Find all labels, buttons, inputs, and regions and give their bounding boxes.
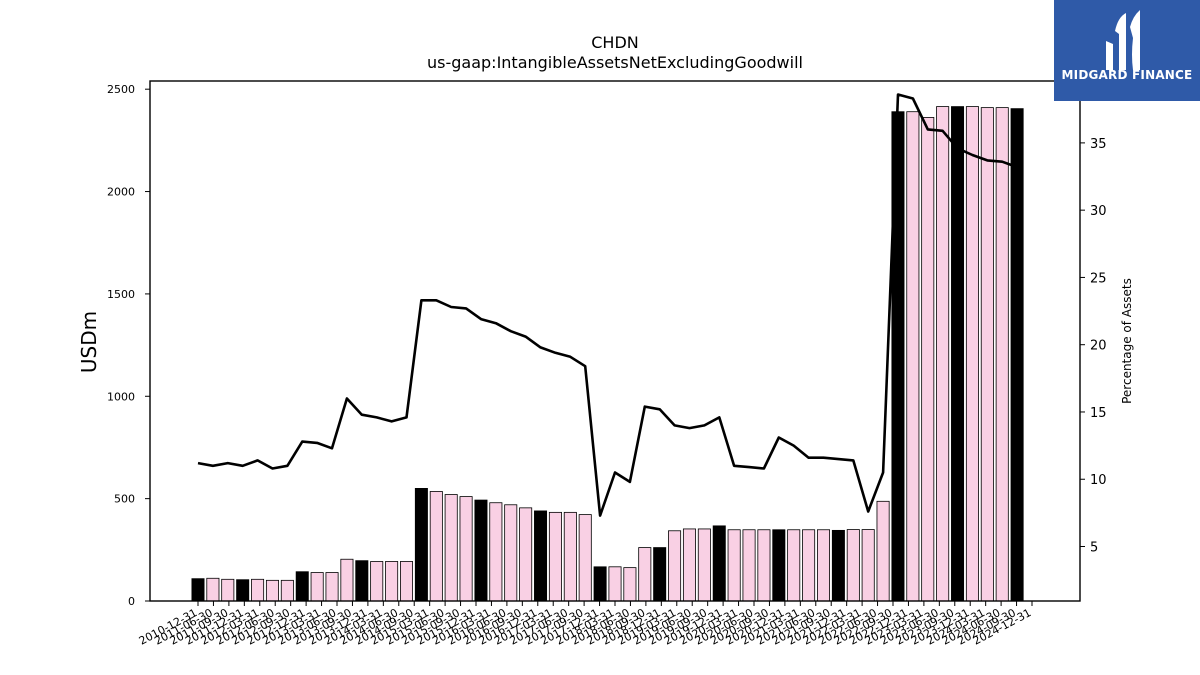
- bar: [787, 529, 801, 602]
- bar: [951, 106, 965, 602]
- bar: [802, 529, 816, 602]
- bar: [936, 106, 950, 602]
- bar: [370, 561, 384, 602]
- bar: [906, 111, 920, 602]
- bar: [772, 529, 786, 602]
- bar: [682, 528, 696, 602]
- bar: [668, 530, 682, 602]
- bar: [623, 567, 637, 602]
- bar: [861, 529, 875, 602]
- bar: [310, 572, 324, 602]
- y2-tick-label: 5: [1090, 541, 1098, 556]
- y2-tick-label: 25: [1090, 271, 1107, 286]
- bar: [280, 579, 294, 602]
- bar: [265, 579, 279, 602]
- bar: [638, 547, 652, 602]
- y2-axis-label: Percentage of Assets: [1120, 278, 1134, 404]
- y2-tick-label: 30: [1090, 204, 1107, 219]
- bar: [325, 572, 339, 602]
- bar: [817, 529, 831, 602]
- bar: [608, 566, 622, 602]
- brand-logo: MIDGARD FINANCE: [1054, 0, 1200, 101]
- bar: [340, 558, 354, 602]
- y-axis-label: USDm: [77, 311, 101, 373]
- logo-mark-icon: [1106, 10, 1140, 70]
- line-group: [197, 93, 1018, 517]
- bar: [697, 528, 711, 602]
- y-tick-label: 0: [128, 595, 135, 608]
- bar: [385, 561, 399, 602]
- bar: [727, 529, 741, 602]
- y2-tick-label: 15: [1090, 406, 1107, 421]
- bar: [831, 529, 845, 602]
- bar: [980, 107, 994, 602]
- chart-title: CHDN: [591, 33, 639, 52]
- bar: [251, 578, 265, 602]
- y-tick-label: 1500: [107, 288, 135, 301]
- bar: [459, 496, 473, 602]
- bar: [653, 547, 667, 602]
- y-tick-label: 1000: [107, 390, 135, 403]
- y2-tick-label: 35: [1090, 137, 1107, 152]
- y-tick-label: 500: [114, 493, 135, 506]
- bar: [548, 511, 562, 602]
- y-tick-label: 2500: [107, 83, 135, 96]
- bar: [399, 561, 413, 602]
- bar: [563, 511, 577, 602]
- y-tick-label: 2000: [107, 186, 135, 199]
- bar: [236, 579, 250, 602]
- bar: [221, 578, 235, 602]
- x-ticks: 2010-12-312011-06-302011-09-302011-12-31…: [137, 601, 1033, 648]
- bar: [414, 488, 428, 602]
- bar: [593, 566, 607, 602]
- bar: [206, 577, 220, 602]
- right-ticks: 5 10 15 20 25 30 35: [1080, 137, 1107, 556]
- chart-subtitle: us-gaap:IntangibleAssetsNetExcludingGood…: [427, 53, 803, 72]
- bar-group: [191, 106, 1024, 602]
- bar: [712, 525, 726, 602]
- bar: [489, 502, 503, 602]
- bar: [846, 529, 860, 602]
- bar: [355, 560, 369, 602]
- bar: [295, 571, 309, 602]
- logo-text: MIDGARD FINANCE: [1061, 68, 1193, 82]
- bar: [578, 514, 592, 602]
- bar: [534, 510, 548, 602]
- bar: [921, 117, 935, 602]
- bar: [1010, 108, 1024, 602]
- y2-tick-label: 20: [1090, 339, 1107, 354]
- bar: [504, 504, 518, 602]
- bar: [757, 529, 771, 602]
- bar: [191, 578, 205, 602]
- bar: [429, 491, 443, 602]
- y2-tick-label: 10: [1090, 473, 1107, 488]
- bar: [995, 107, 1009, 602]
- percentage-line: [197, 93, 1018, 517]
- bar: [519, 507, 533, 602]
- bar: [474, 499, 488, 602]
- bar: [444, 494, 458, 602]
- bar: [876, 500, 890, 602]
- bar: [742, 529, 756, 602]
- left-ticks: 0 500 1000 1500 2000 2500: [107, 83, 150, 608]
- bar: [965, 106, 979, 602]
